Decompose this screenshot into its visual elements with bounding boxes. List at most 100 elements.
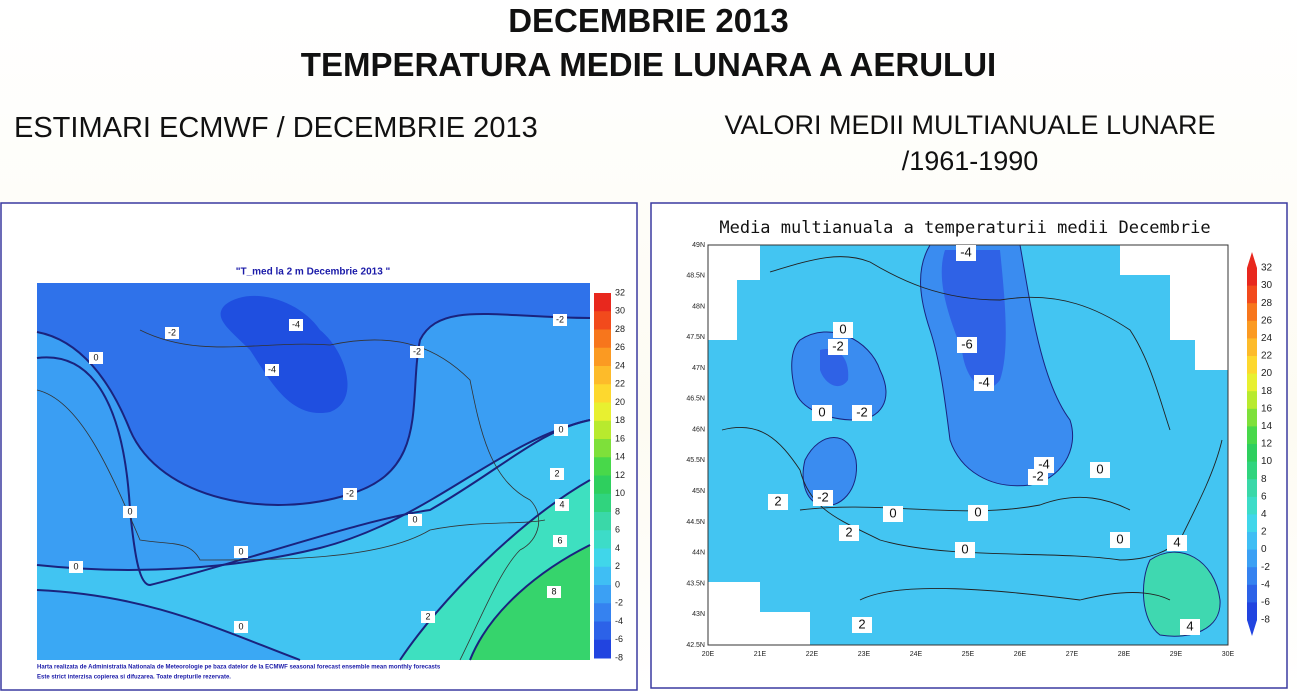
contour-label-box [1167,535,1187,551]
colorbar-swatch [594,548,611,568]
colorbar-swatch [1247,303,1257,322]
colorbar-label: -8 [1261,615,1270,626]
contour-label-box [852,405,872,421]
axis-label: 20E [702,651,715,658]
contour-label: 0 [961,541,968,556]
colorbar-swatch [1247,426,1257,445]
colorbar-swatch [594,366,611,385]
colorbar-swatch [1247,285,1257,304]
colorbar-swatch [1247,391,1257,410]
colorbar-swatch [594,384,611,403]
colorbar-label: 14 [615,452,625,462]
contour-label-box [1090,462,1110,478]
contour-label: 2 [845,524,852,539]
colorbar-swatch [594,457,611,476]
axis-label: 24E [910,651,923,658]
colorbar-swatch [1247,408,1257,427]
axis-label: 30E [1222,651,1235,658]
contour-label-box [265,364,279,376]
map-zone [803,437,857,506]
colorbar-swatch [1247,356,1257,375]
colorbar-label: 24 [615,360,625,370]
colorbar-label: 6 [615,525,620,535]
colorbar-label: 20 [1261,368,1273,379]
contour-label-box [955,542,975,558]
contour-label: 0 [73,561,78,571]
contour-label-box [234,546,248,558]
colorbar-label: 2 [615,561,620,571]
contour-label-box [833,322,853,338]
colorbar-swatch [594,329,611,349]
axis-label: 46N [692,426,705,433]
contour-label: 4 [559,499,564,509]
contour-label: 6 [557,535,562,545]
contour-label-box [165,327,179,339]
colorbar-swatch [594,585,611,604]
colorbar-swatch [1247,496,1257,515]
contour-label: -4 [960,244,972,259]
colorbar-label: 8 [615,506,620,516]
colorbar-label: 16 [615,433,625,443]
axis-label: 43N [692,611,705,618]
colorbar-label: 2 [1261,527,1267,538]
borders [36,329,546,661]
colorbar-swatch [594,621,611,641]
right-heading: /1961-1990 [901,146,1039,176]
colorbar-swatch [594,639,611,659]
axis-label: 28E [1118,651,1131,658]
colorbar-label: 8 [1261,474,1267,485]
colorbar-swatch [594,603,611,622]
map-title: Media multianuala a temperaturii medii D… [719,218,1210,238]
contour-label-box [234,621,248,633]
colorbar-swatch [594,439,611,458]
colorbar-label: -8 [615,652,623,662]
axis-label: 45.5N [686,457,705,464]
colorbar-swatch [594,347,611,367]
contour-label: 0 [1116,531,1123,546]
contour-label-box [547,586,561,598]
axis-label: 26E [1014,651,1027,658]
contour-label-box [1180,619,1200,635]
axis-label: 47.5N [686,334,705,341]
contour-label-box [956,245,976,261]
contour-label: 0 [238,621,243,631]
colorbar-label: 4 [615,543,620,553]
colorbar-label: 0 [1261,544,1267,555]
map-footer: Este strict interzisa copierea si difuza… [37,675,231,681]
map-title: "T_med la 2 m Decembrie 2013 " [236,267,391,278]
map-zone [470,545,590,660]
colorbar-label: 30 [615,306,625,316]
colorbar-label: 18 [1261,386,1273,397]
contour-label: 2 [554,468,559,478]
contour-label-box [813,490,833,506]
colorbar-swatch [594,475,611,495]
colorbar-swatch [1247,514,1257,533]
contour-label-box [812,405,832,421]
contour-label: 0 [127,506,132,516]
contour-label: -2 [856,404,868,419]
colorbar-label: 0 [615,579,620,589]
contour-label: -4 [1038,456,1050,471]
contour-label: -2 [556,314,564,324]
axis-label: 42.5N [686,642,705,649]
contour-label: 0 [1096,461,1103,476]
contour-label: -2 [413,346,421,356]
colorbar-label: -4 [615,616,623,626]
axis-label: 44N [692,550,705,557]
colorbar-label: -6 [1261,597,1270,608]
contour-label-box [1028,469,1048,485]
contour-label: 4 [1173,534,1180,549]
map-zone [941,250,1006,389]
colorbar-swatch [594,402,611,422]
contour-label: 0 [558,424,563,434]
contour-label-box [69,561,83,573]
colorbar-label: 16 [1261,403,1273,414]
map-zone [820,349,849,387]
contour-label-box [289,319,303,331]
left-map [36,283,591,661]
colorbar-label: -2 [1261,562,1270,573]
contour-label-box [974,375,994,391]
colorbar-label: 26 [615,342,625,352]
